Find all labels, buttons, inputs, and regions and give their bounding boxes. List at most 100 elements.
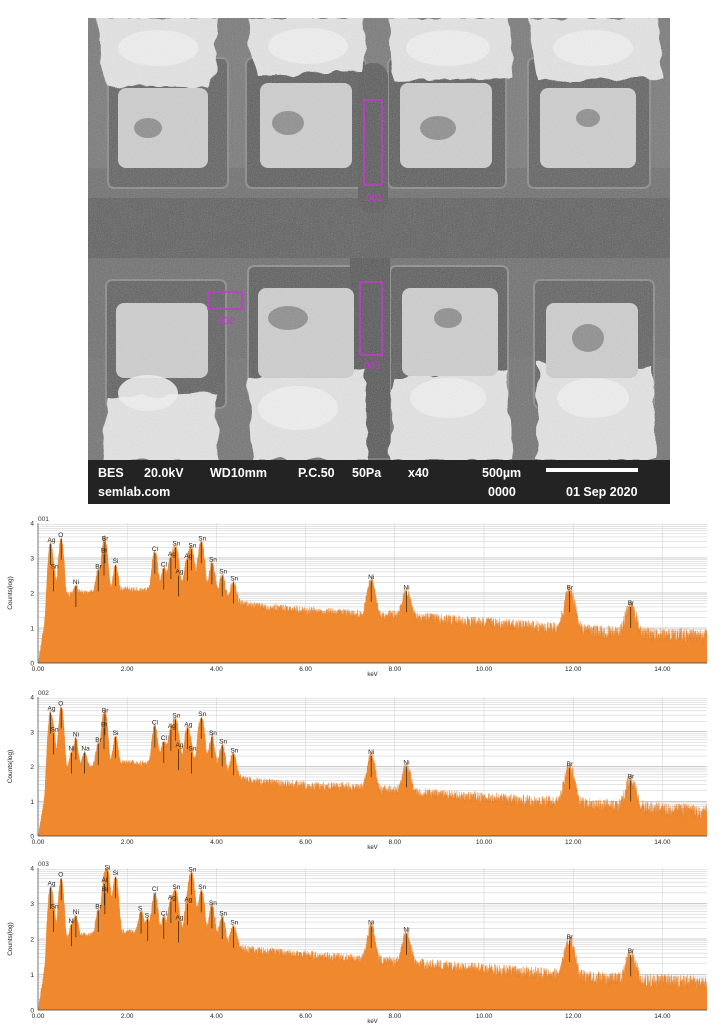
peak-label: Ni [73, 732, 79, 739]
info-bar [88, 460, 670, 504]
y-axis-label: Counts(log) [7, 750, 14, 784]
peak-label: Sn [230, 747, 238, 754]
y-tick-label: 3 [30, 556, 34, 563]
peak-label: O [58, 700, 63, 707]
x-tick-label: 6.00 [299, 1013, 312, 1020]
peak-label: Sn [209, 556, 217, 563]
peak-label: Br [102, 535, 109, 542]
x-tick-label: 14.00 [654, 1013, 671, 1020]
x-tick-label: 0.00 [32, 1013, 45, 1020]
peak-label: Ag [47, 537, 55, 544]
peak-label: Ag [168, 895, 176, 902]
peak-label: Sn [198, 884, 206, 891]
sem-micrograph: 001 002 003 BES 20.0kV WD10mm P.C.50 50P… [88, 18, 670, 504]
voltage-label: 20.0kV [144, 466, 184, 480]
peak-label: Br [95, 563, 102, 570]
region-001-box [363, 99, 383, 186]
peak-label: Sn [219, 739, 227, 746]
peak-label: Ni [68, 918, 74, 925]
site-label: semlab.com [98, 485, 170, 499]
spectrum-chart-002: 002AgSnONiNiNaBrBrBrSiClClAgAgAgSnSnSnSn… [7, 690, 708, 851]
y-tick-label: 1 [30, 799, 34, 806]
peak-label: Sn [51, 563, 59, 570]
peak-label: Sn [198, 535, 206, 542]
peak-label: Cl [152, 546, 159, 553]
peak-label: Br [95, 904, 102, 911]
number-label: 0000 [488, 485, 516, 499]
x-axis-label: keV [367, 1019, 377, 1024]
peak-label: Sn [172, 884, 180, 891]
peak-label: Ag [175, 569, 183, 576]
peak-label: S [145, 912, 150, 919]
x-tick-label: 0.00 [32, 839, 45, 846]
y-tick-label: 4 [30, 695, 34, 702]
peak-label: Br [95, 737, 102, 744]
region-002-label: 002 [218, 316, 235, 327]
peak-markers: AgSnONiNiBrBrAlSiSiSSClClAgAgAgSnSnSnSnS… [47, 865, 635, 977]
peak-label: Si [105, 865, 111, 872]
peak-label: Cl [161, 911, 168, 918]
x-tick-label: 2.00 [121, 1013, 134, 1020]
peak-label: Si [113, 558, 119, 565]
peak-label: Sn [172, 713, 180, 720]
y-tick-label: 4 [30, 866, 34, 873]
pc-label: P.C.50 [298, 466, 335, 480]
y-tick-label: 0 [30, 1008, 34, 1015]
peak-label: Br [102, 707, 109, 714]
peak-label: Ag [184, 721, 192, 728]
x-tick-label: 8.00 [388, 839, 401, 846]
eds-spectrum-001: 001 Ag Sn O Ni Br Br Br Si Cl Cl Ag Ag Ag Sn Sn Sn Sn Sn Sn… [0, 512, 726, 678]
peak-label: Ag [47, 881, 55, 888]
peak-label: Sn [230, 576, 238, 583]
x-tick-label: 6.00 [299, 666, 312, 673]
peak-label: Cl [152, 886, 159, 893]
peak-label: O [58, 532, 63, 539]
scale-label: 500µm [482, 466, 521, 480]
x-tick-label: 12.00 [565, 839, 582, 846]
peak-label: Ni [368, 749, 374, 756]
peak-label: Br [628, 948, 635, 955]
y-tick-label: 0 [30, 661, 34, 668]
peak-label: Sn [198, 711, 206, 718]
peak-label: Ag [175, 742, 183, 749]
spectrum-label: 001 [38, 516, 49, 523]
spectrum-label: 002 [38, 690, 49, 697]
scale-bar [546, 468, 638, 472]
micrograph-image: 001 002 003 BES 20.0kV WD10mm P.C.50 50P… [88, 18, 670, 504]
peak-label: Si [113, 730, 119, 737]
peak-label: Sn [209, 900, 217, 907]
y-tick-label: 2 [30, 937, 34, 944]
peak-label: Ag [168, 551, 176, 558]
peak-label: Sn [230, 920, 238, 927]
peak-label: Cl [161, 735, 168, 742]
y-tick-label: 2 [30, 764, 34, 771]
x-tick-label: 12.00 [565, 1013, 582, 1020]
peak-label: Sn [219, 911, 227, 918]
eds-spectrum-003: 003 Ag Sn O Ni Ni Br Br Al Si Si S S Cl Cl Ag Ag Ag Sn Sn Sn… [0, 857, 726, 1025]
x-tick-label: 4.00 [210, 839, 223, 846]
y-axis-label: Counts(log) [7, 922, 14, 956]
peak-label: Sn [209, 730, 217, 737]
peak-label: Br [567, 584, 574, 591]
x-tick-label: 10.00 [476, 666, 493, 673]
x-tick-label: 10.00 [476, 1013, 493, 1020]
peak-label: Na [81, 746, 90, 753]
x-tick-label: 8.00 [388, 666, 401, 673]
peak-label: Br [628, 600, 635, 607]
peak-label: Ag [184, 553, 192, 560]
region-001-label: 001 [366, 193, 383, 204]
magnification-label: x40 [408, 466, 429, 480]
eds-spectrum-002: 002 Ag Sn O Ni Ni Na Br Br Br Si Cl Cl Ag Ag Ag Sn Sn Sn Sn… [0, 686, 726, 851]
peak-label: Br [628, 773, 635, 780]
x-tick-label: 4.00 [210, 666, 223, 673]
peak-label: Si [113, 870, 119, 877]
x-tick-label: 2.00 [121, 666, 134, 673]
peak-label: Ni [403, 760, 409, 767]
x-tick-label: 12.00 [565, 666, 582, 673]
peak-label: Sn [51, 726, 59, 733]
pressure-label: 50Pa [352, 466, 382, 480]
x-axis-label: keV [367, 845, 377, 850]
peak-label: Cl [152, 720, 159, 727]
